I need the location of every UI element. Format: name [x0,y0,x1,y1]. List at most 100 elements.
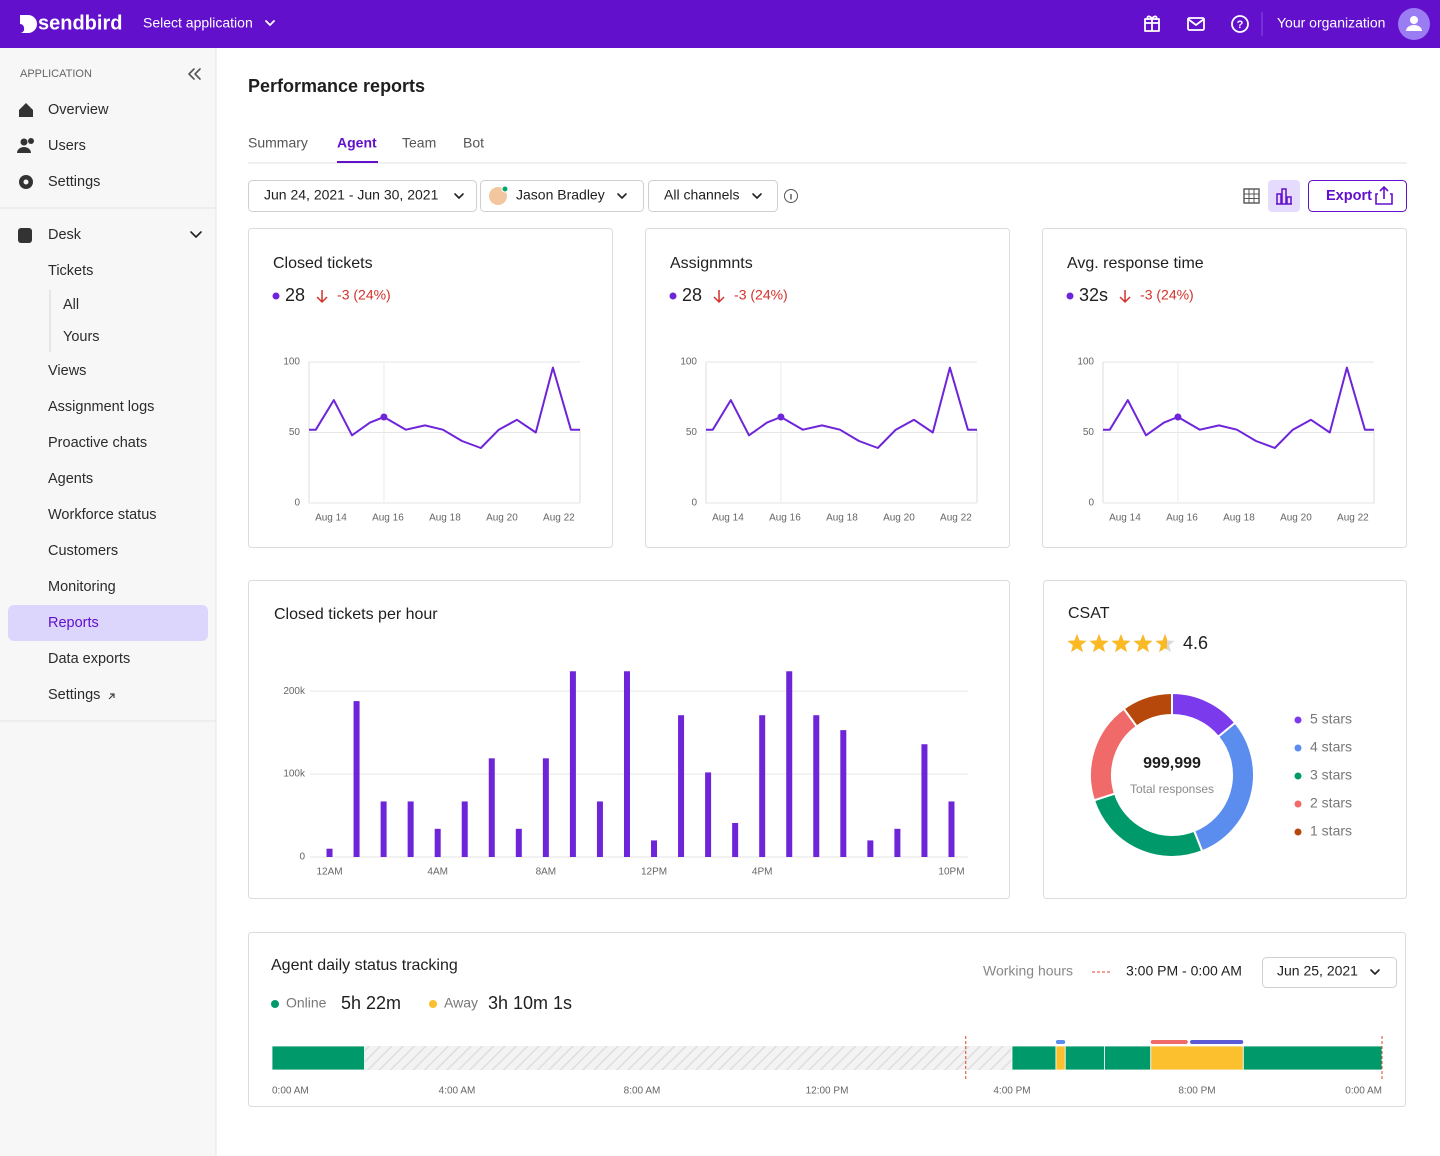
nav-item[interactable]: Monitoring [48,579,116,595]
desk-icon [18,228,32,243]
x-tick-label: 10PM [938,867,964,878]
bar [948,801,954,857]
working-hours: 3:00 PM - 0:00 AM [1126,963,1242,979]
x-tick-label: 4PM [752,867,773,878]
nav-item[interactable]: Data exports [48,651,130,667]
highlight-point [777,413,784,420]
nav-item-active[interactable]: Reports [48,615,99,631]
legend-dot [1067,293,1074,300]
tab[interactable]: Summary [248,135,308,151]
x-tick-label: 4:00 AM [439,1086,476,1097]
x-tick-label: Aug 14 [315,513,347,524]
legend-label: Online [286,995,327,1011]
nav-subitem[interactable]: All [63,297,79,313]
bar [840,730,846,857]
legend-label: 1 stars [1310,823,1352,839]
nav-item[interactable]: Tickets [48,263,93,279]
y-tick-label: 100 [1077,357,1094,368]
x-tick-label: Aug 14 [712,513,744,524]
chart-view-button[interactable] [1268,180,1300,212]
x-tick-label: 0:00 AM [1345,1086,1382,1097]
legend-dot [1295,773,1302,780]
bar [624,671,630,857]
legend-dot [1295,829,1302,836]
nav-item[interactable]: Agents [48,471,93,487]
nav-item[interactable]: Customers [48,543,118,559]
sidebar [0,48,216,1156]
legend-label: 4 stars [1310,739,1352,755]
legend-dot [271,1000,279,1008]
date: Jun 25, 2021 [1277,963,1358,979]
svg-text:?: ? [1237,19,1244,31]
bar [786,671,792,857]
tab[interactable]: Team [402,135,436,151]
table-view-button[interactable] [1244,189,1259,203]
online-dot [502,186,508,192]
change: -3 (24%) [1140,287,1194,303]
y-tick-label: 0 [299,852,305,863]
x-tick-label: Aug 20 [486,513,518,524]
status-segment [1065,1046,1104,1070]
bar [705,772,711,857]
legend-label: 3 stars [1310,767,1352,783]
metric: 28 [285,285,305,305]
status-total: 3h 10m 1s [488,993,572,1013]
status-segment [1243,1046,1382,1070]
card-title: Closed tickets per hour [274,606,438,623]
status-segment [1056,1046,1065,1070]
y-tick-label: 100 [283,357,300,368]
bar [489,758,495,857]
agent-name: Jason Bradley [516,187,605,203]
nav-item[interactable]: Proactive chats [48,435,147,451]
working-hours-label: Working hours [983,963,1073,979]
nav-item[interactable]: Workforce status [48,507,157,523]
x-tick-label: Aug 18 [429,513,461,524]
bar [354,701,360,857]
logo[interactable]: sendbird [38,12,122,34]
page-title: Performance reports [248,76,425,96]
export-label: Export [1326,188,1372,204]
nav-item[interactable]: Users [48,138,86,154]
event-marker [1056,1040,1065,1044]
x-tick-label: Aug 20 [1280,513,1312,524]
legend-label: 2 stars [1310,795,1352,811]
bar [597,801,603,857]
nav-item[interactable]: Views [48,363,86,379]
bar [867,840,873,857]
x-tick-label: Aug 20 [883,513,915,524]
app-selector[interactable]: Select application [143,15,253,31]
bar [813,715,819,857]
bar [381,801,387,857]
nav-item[interactable]: Settings [48,687,100,703]
y-tick-label: 100 [680,357,697,368]
change: -3 (24%) [337,287,391,303]
y-tick-label: 0 [1088,498,1094,509]
x-tick-label: Aug 16 [769,513,801,524]
bar [732,823,738,857]
highlight-point [1174,413,1181,420]
card-title: CSAT [1068,605,1110,622]
bar [462,801,468,857]
settings-icon [19,175,33,189]
x-tick-label: Aug 22 [1337,513,1369,524]
bar [327,849,333,857]
donut-caption: Total responses [1130,782,1214,796]
nav-group[interactable]: Desk [48,227,82,243]
tab-active[interactable]: Agent [337,135,377,151]
avatar-head [1410,16,1418,24]
bar [759,715,765,857]
donut-total: 999,999 [1143,755,1201,772]
nav-item[interactable]: Assignment logs [48,399,154,415]
nav-item[interactable]: Overview [48,102,109,118]
legend-label: Away [444,995,478,1011]
sidebar-section: APPLICATION [20,68,92,80]
nav-subitem[interactable]: Yours [63,329,100,345]
card-title: Closed tickets [273,255,373,272]
bar [408,801,414,857]
nav-item[interactable]: Settings [48,174,100,190]
bar [570,671,576,857]
bar [435,829,441,857]
organization[interactable]: Your organization [1277,15,1385,31]
x-tick-label: Aug 22 [940,513,972,524]
tab[interactable]: Bot [463,135,484,151]
